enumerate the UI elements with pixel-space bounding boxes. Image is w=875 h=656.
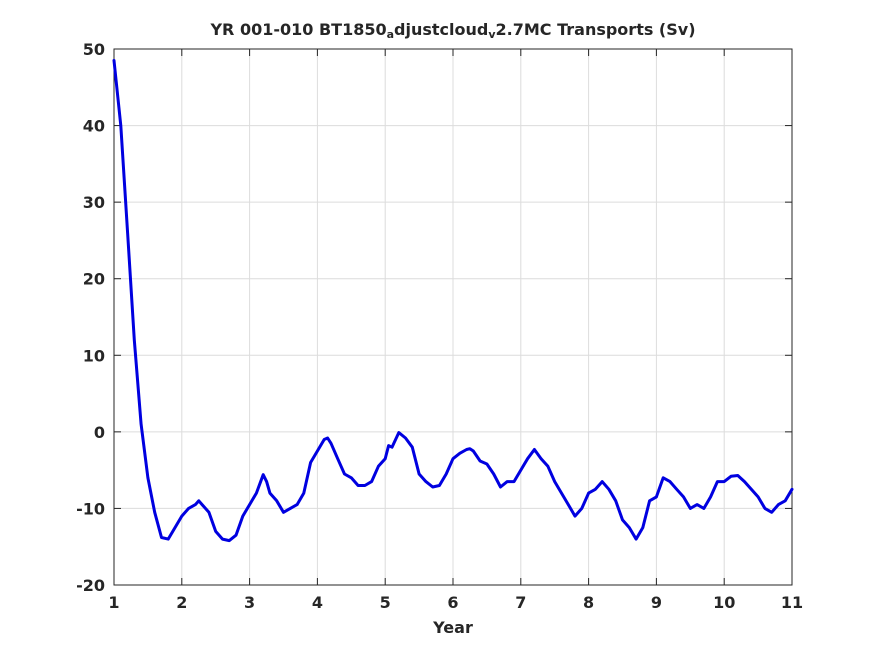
y-tick-label: 50 bbox=[83, 40, 105, 59]
chart-title: YR 001-010 BT1850adjustcloudv2.7MC Trans… bbox=[209, 20, 695, 41]
x-tick-label: 1 bbox=[108, 593, 119, 612]
axis-ticks: 1 2 3 4 5 6 7 8 9 10 11 -20 -10 0 10 20 30 40 50 bbox=[76, 40, 803, 612]
y-tick-label: 10 bbox=[83, 346, 105, 365]
series-layer bbox=[112, 59, 794, 543]
y-tick-label: 0 bbox=[94, 423, 105, 442]
y-tick-label: 40 bbox=[83, 117, 105, 136]
x-tick-label: 5 bbox=[380, 593, 391, 612]
y-tick-label: 20 bbox=[83, 270, 105, 289]
x-tick-label: 8 bbox=[583, 593, 594, 612]
x-tick-label: 3 bbox=[244, 593, 255, 612]
x-tick-label: 10 bbox=[713, 593, 735, 612]
y-tick-label: -20 bbox=[76, 576, 105, 595]
x-tick-label: 7 bbox=[515, 593, 526, 612]
y-tick-label: -10 bbox=[76, 499, 105, 518]
series-line bbox=[112, 59, 794, 543]
x-tick-label: 6 bbox=[447, 593, 458, 612]
x-tick-label: 11 bbox=[781, 593, 803, 612]
grid-lines bbox=[113, 48, 793, 586]
title-subscript-v: v bbox=[488, 28, 496, 41]
x-axis-label: Year bbox=[432, 618, 473, 637]
x-tick-label: 9 bbox=[651, 593, 662, 612]
x-tick-label: 2 bbox=[176, 593, 187, 612]
title-subscript-a: a bbox=[387, 28, 394, 41]
x-tick-label: 4 bbox=[312, 593, 323, 612]
y-tick-label: 30 bbox=[83, 193, 105, 212]
